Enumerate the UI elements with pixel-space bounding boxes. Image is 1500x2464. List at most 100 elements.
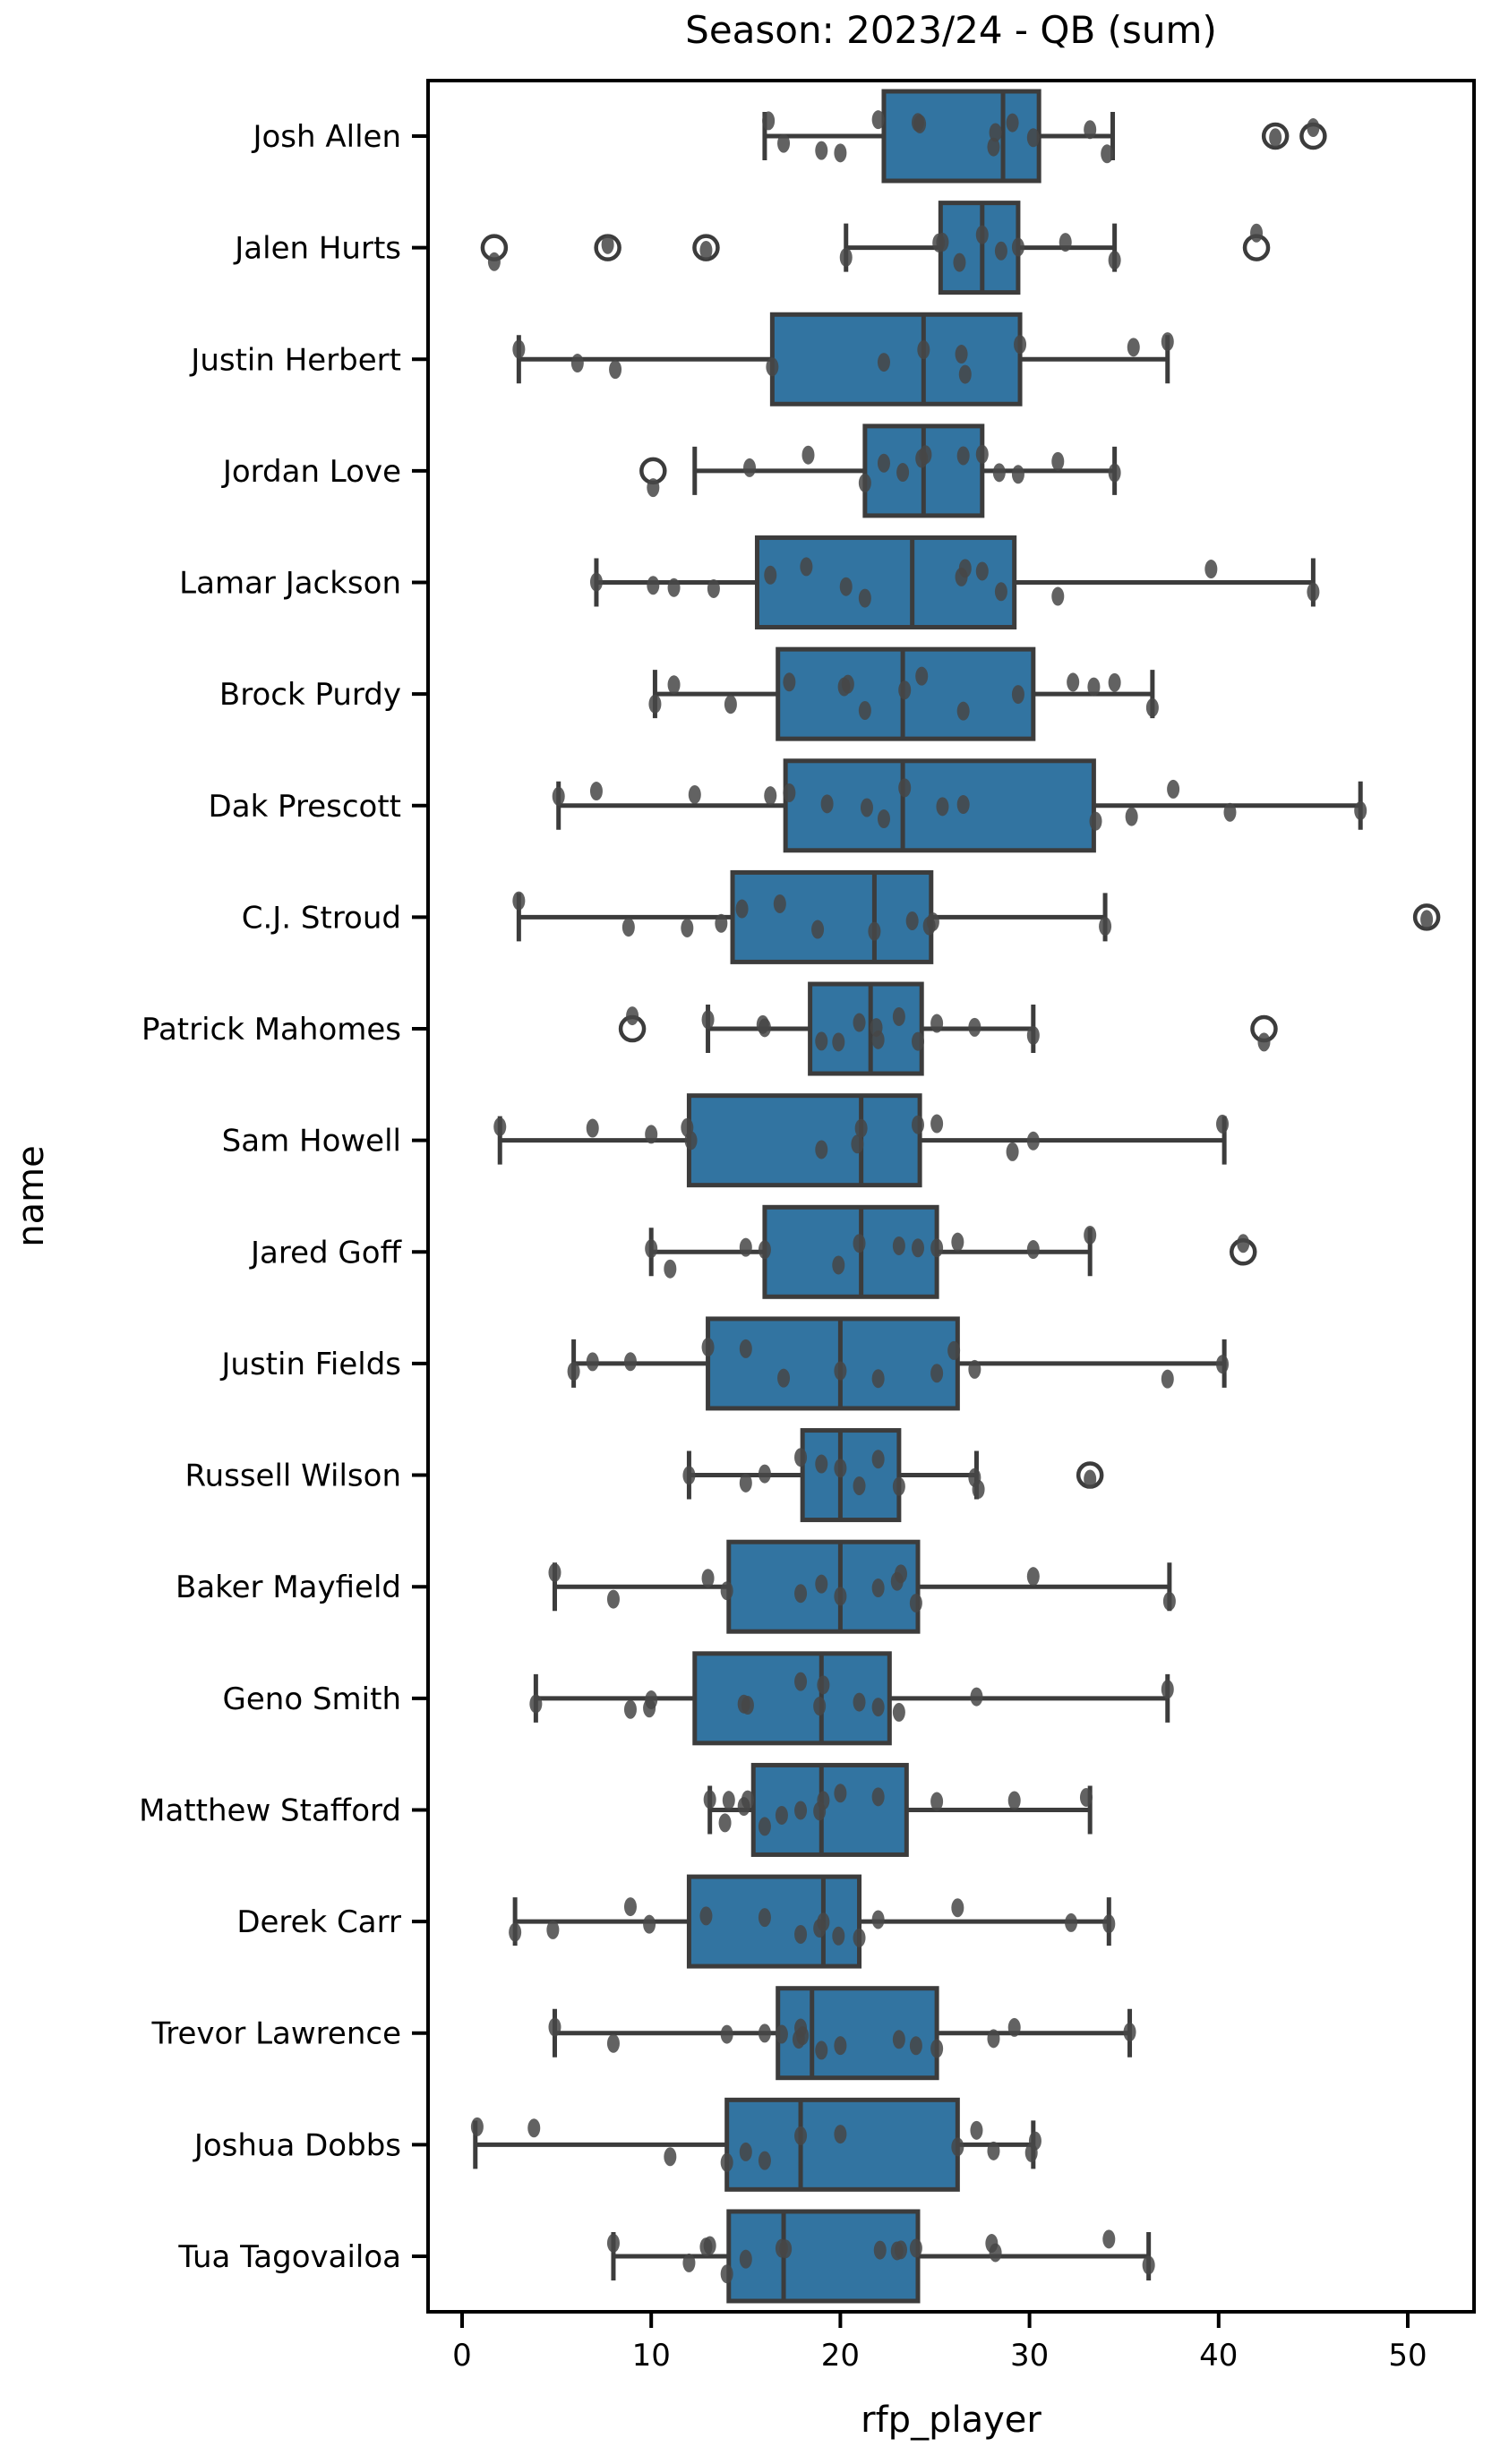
strip-point xyxy=(758,1240,771,1260)
strip-point xyxy=(909,2036,922,2056)
strip-point xyxy=(648,694,662,714)
strip-point xyxy=(487,252,501,271)
strip-point xyxy=(1084,120,1097,140)
box-row xyxy=(639,424,1121,518)
player-label: Dak Prescott xyxy=(209,789,401,825)
box xyxy=(769,312,1023,406)
strip-point xyxy=(839,247,853,267)
strip-point xyxy=(623,1897,637,1917)
strip-point xyxy=(987,137,1000,157)
strip-point xyxy=(739,2142,752,2161)
box-row xyxy=(589,535,1320,630)
strip-point xyxy=(701,1010,715,1030)
strip-point xyxy=(783,783,796,802)
strip-point xyxy=(794,2126,808,2145)
strip-point xyxy=(1420,910,1434,929)
strip-point xyxy=(762,111,776,131)
strip-point xyxy=(1006,113,1019,133)
strip-point xyxy=(548,1562,561,1582)
player-label: Matthew Stafford xyxy=(139,1792,401,1828)
box xyxy=(706,1316,960,1411)
strip-point xyxy=(1269,128,1282,148)
strip-point xyxy=(1257,1032,1271,1052)
strip-point xyxy=(701,1569,715,1588)
strip-point xyxy=(703,1790,716,1810)
strip-point xyxy=(894,1564,907,1584)
strip-point xyxy=(987,2141,1000,2160)
strip-point xyxy=(834,1361,847,1381)
box xyxy=(726,2209,921,2304)
player-label: Sam Howell xyxy=(222,1124,401,1159)
strip-point xyxy=(1051,586,1065,606)
box xyxy=(881,89,1041,184)
strip-point xyxy=(1011,465,1024,484)
strip-point xyxy=(1084,1469,1097,1489)
strip-point xyxy=(858,588,871,608)
strip-point xyxy=(871,1787,885,1807)
strip-point xyxy=(1142,2255,1155,2275)
strip-point xyxy=(1026,1025,1040,1045)
strip-point xyxy=(621,918,635,937)
strip-point xyxy=(699,240,713,260)
strip-point xyxy=(853,1476,866,1495)
strip-point xyxy=(720,1581,733,1601)
strip-point xyxy=(1102,2229,1116,2249)
strip-point xyxy=(548,2017,561,2037)
strip-point xyxy=(1059,233,1072,252)
strip-point xyxy=(1167,779,1180,799)
strip-point xyxy=(1127,338,1140,357)
strip-point xyxy=(817,1912,830,1932)
strip-point xyxy=(623,1699,637,1719)
strip-point xyxy=(1007,2017,1021,2037)
strip-point xyxy=(892,1236,905,1255)
strip-point xyxy=(841,674,854,694)
strip-point xyxy=(586,1118,599,1138)
strip-point xyxy=(834,143,847,163)
box xyxy=(750,1762,909,1857)
strip-point xyxy=(834,1459,847,1478)
strip-point xyxy=(892,1702,905,1722)
strip-point xyxy=(1161,1369,1174,1389)
box-row xyxy=(567,1316,1230,1411)
x-axis-ticks: 0 10 20 30 40 50 xyxy=(452,2312,1427,2374)
strip-point xyxy=(813,1697,827,1716)
strip-point xyxy=(1101,144,1114,164)
player-label: Brock Purdy xyxy=(219,677,401,713)
strip-point xyxy=(877,809,890,829)
player-label: Trevor Lawrence xyxy=(150,2016,401,2052)
strip-point xyxy=(926,912,939,932)
strip-point xyxy=(894,2240,907,2260)
strip-point xyxy=(1108,672,1121,692)
box-row xyxy=(648,646,1159,741)
strip-point xyxy=(817,1675,830,1695)
strip-point xyxy=(970,1687,983,1707)
strip-point xyxy=(898,778,912,798)
strip-point xyxy=(626,1006,639,1026)
strip-point xyxy=(1102,1914,1116,1934)
x-tick-label: 50 xyxy=(1388,2338,1427,2374)
x-tick-label: 10 xyxy=(632,2338,671,2374)
strip-point xyxy=(815,1140,828,1159)
strip-point xyxy=(758,2151,771,2170)
strip-point xyxy=(1007,1791,1021,1810)
strip-point xyxy=(1087,677,1101,697)
strip-point xyxy=(1108,463,1121,483)
strip-point xyxy=(1028,2131,1041,2151)
strip-point xyxy=(606,2033,620,2053)
strip-point xyxy=(911,1238,924,1258)
strip-point xyxy=(647,576,660,595)
player-label: C.J. Stroud xyxy=(242,900,401,936)
strip-point xyxy=(975,561,989,581)
strip-point xyxy=(834,1784,847,1803)
box-row xyxy=(529,1651,1174,1746)
strip-point xyxy=(589,782,603,801)
strip-point xyxy=(930,1792,944,1811)
strip-point xyxy=(839,577,853,596)
strip-point xyxy=(834,2036,847,2056)
strip-point xyxy=(794,1672,808,1691)
strip-point xyxy=(1006,1142,1019,1161)
strip-point xyxy=(718,1813,732,1833)
strip-point xyxy=(645,1239,658,1259)
strip-point xyxy=(817,1791,830,1810)
